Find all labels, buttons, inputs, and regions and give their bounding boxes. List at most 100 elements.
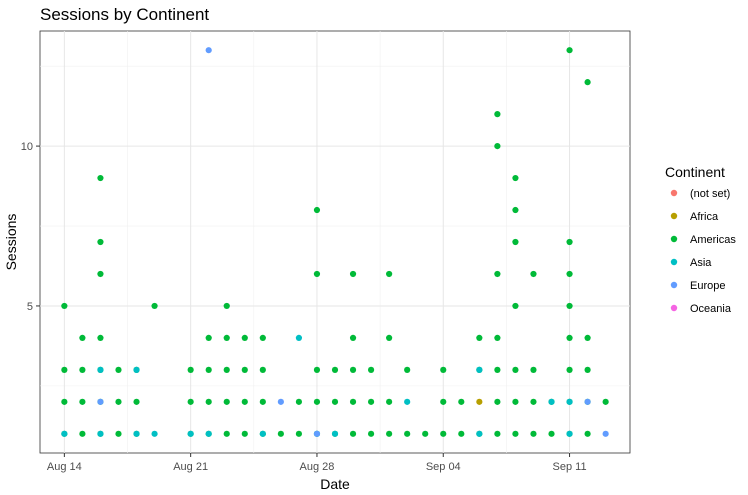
point-americas: [205, 334, 212, 342]
point-americas: [259, 334, 266, 342]
point-americas: [97, 174, 104, 182]
y-tick-label: 10: [21, 141, 33, 153]
point-americas: [241, 366, 248, 373]
point-americas: [61, 366, 68, 373]
point-americas: [367, 430, 375, 437]
legend-title: Continent: [665, 164, 725, 180]
point-americas: [349, 334, 357, 342]
point-americas: [566, 334, 573, 342]
point-americas: [241, 334, 248, 342]
point-americas: [79, 366, 86, 373]
point-americas: [512, 430, 519, 437]
point-americas: [458, 430, 465, 437]
point-americas: [566, 238, 573, 246]
x-tick-label: Sep 11: [553, 461, 587, 473]
point-americas: [259, 366, 266, 373]
legend-label-africa: Africa: [690, 211, 719, 223]
point-americas: [97, 334, 104, 342]
point-asia: [566, 430, 573, 437]
point-americas: [241, 430, 248, 437]
point-americas: [187, 366, 194, 373]
point-americas: [404, 366, 411, 373]
point-asia: [404, 398, 411, 405]
legend: Continent (not set) Africa Americas Asia Eur…: [665, 164, 736, 315]
point-americas: [458, 398, 465, 405]
point-asia: [295, 334, 303, 342]
point-asia: [187, 430, 194, 437]
grid-lines: [40, 31, 630, 453]
point-americas: [79, 334, 86, 342]
point-americas: [512, 398, 519, 405]
point-americas: [97, 238, 104, 246]
point-americas: [566, 302, 573, 310]
point-europe: [584, 398, 591, 405]
x-axis-title: Date: [320, 476, 350, 492]
point-americas: [79, 398, 86, 405]
legend-key-americas: [670, 235, 678, 243]
point-americas: [331, 366, 339, 373]
point-americas: [440, 366, 447, 373]
point-americas: [187, 398, 194, 405]
point-americas: [512, 174, 519, 182]
point-asia: [476, 366, 483, 373]
point-asia: [566, 398, 573, 405]
y-axis-title: Sessions: [3, 214, 19, 271]
point-europe: [277, 398, 284, 405]
y-tick-label: 5: [27, 301, 33, 313]
point-americas: [584, 334, 591, 342]
point-americas: [494, 270, 501, 278]
point-americas: [115, 398, 122, 405]
point-asia: [133, 430, 140, 437]
plot-panel: [39, 30, 631, 454]
legend-label-asia: Asia: [690, 257, 712, 269]
y-axis-ticks: 5 10: [21, 141, 40, 313]
point-americas: [548, 430, 555, 437]
point-americas: [386, 270, 393, 278]
point-americas: [566, 47, 573, 54]
point-americas: [223, 398, 230, 405]
point-americas: [512, 206, 519, 214]
point-americas: [223, 430, 230, 437]
point-americas: [349, 398, 357, 405]
point-americas: [494, 430, 501, 437]
x-axis-ticks: Aug 14 Aug 21 Aug 28 Sep 04 Sep 11: [47, 453, 587, 473]
point-americas: [386, 334, 393, 342]
point-americas: [584, 79, 591, 86]
point-americas: [530, 430, 537, 437]
point-americas: [584, 366, 591, 373]
point-americas: [223, 302, 230, 310]
point-americas: [512, 238, 519, 246]
point-europe: [97, 398, 104, 405]
point-americas: [530, 270, 537, 278]
point-americas: [313, 398, 321, 405]
legend-label-not-set: (not set): [690, 188, 730, 200]
legend-label-europe: Europe: [690, 280, 725, 292]
legend-key-africa: [670, 212, 678, 220]
point-americas: [530, 398, 537, 405]
point-asia: [133, 366, 140, 373]
point-americas: [313, 366, 321, 373]
point-asia: [548, 398, 555, 405]
legend-key-europe: [670, 281, 678, 289]
point-americas: [79, 430, 86, 437]
point-americas: [422, 430, 429, 437]
legend-key-oceania: [670, 304, 678, 312]
data-points: [61, 47, 609, 437]
point-americas: [223, 334, 230, 342]
point-americas: [512, 302, 519, 310]
point-americas: [295, 398, 303, 405]
legend-label-oceania: Oceania: [690, 303, 732, 315]
point-asia: [331, 430, 339, 437]
point-asia: [259, 430, 266, 437]
point-americas: [313, 270, 321, 278]
point-americas: [494, 142, 501, 150]
x-tick-label: Aug 14: [47, 461, 82, 473]
point-americas: [61, 398, 68, 405]
point-americas: [133, 398, 140, 405]
x-tick-label: Aug 21: [173, 461, 208, 473]
point-americas: [367, 366, 375, 373]
point-americas: [331, 398, 339, 405]
point-americas: [151, 302, 158, 310]
